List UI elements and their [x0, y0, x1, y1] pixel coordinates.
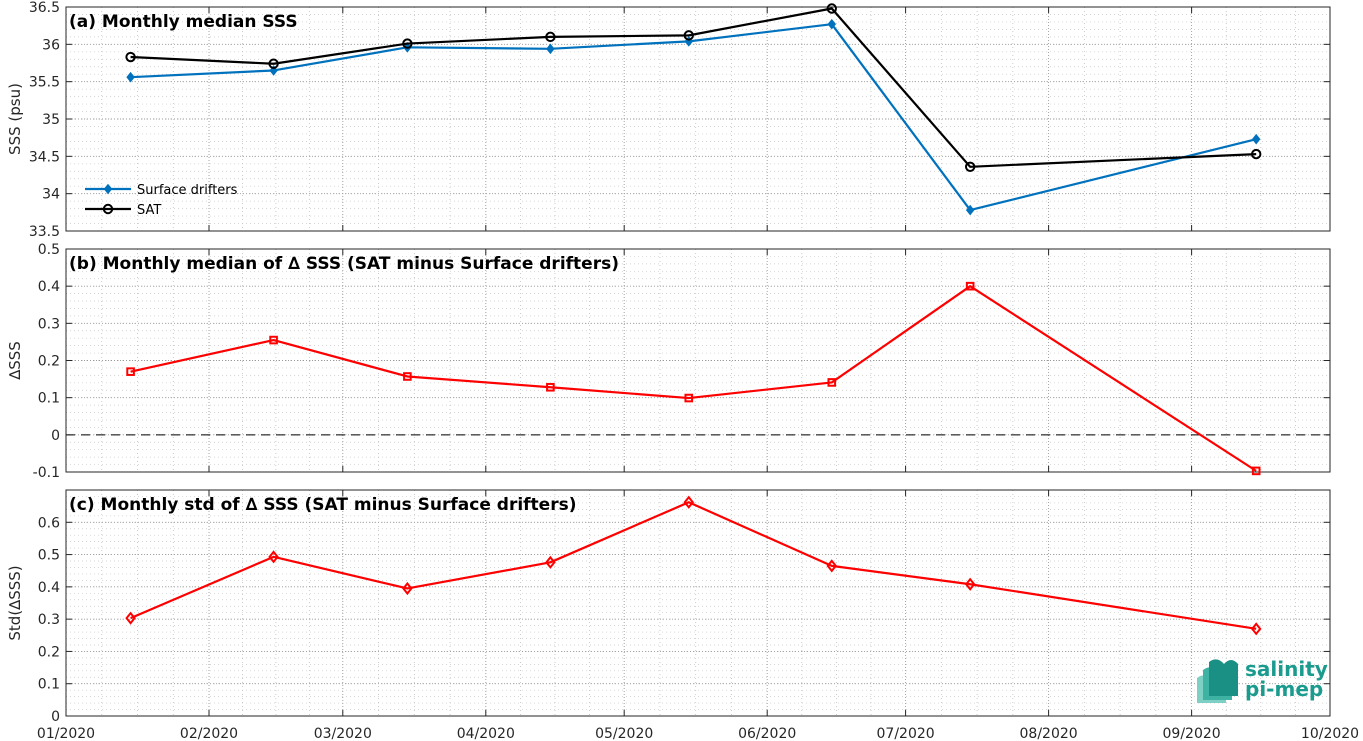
logo-text-salinity: salinity	[1245, 657, 1328, 681]
y-tick-label: 34.5	[29, 149, 60, 165]
x-tick-label: 10/2020	[1301, 726, 1359, 741]
data-point	[964, 161, 976, 172]
salinity-pimep-logo: salinity pi-mep	[1197, 657, 1328, 703]
data-point	[964, 577, 976, 591]
panel-3: 0 0.1 0.2 0.3 0.4 0.5 0.6 Std(∆SSS) (c) Monthly …	[6, 489, 1331, 725]
data-point	[126, 71, 135, 83]
y-tick-label: 0.4	[38, 279, 60, 295]
y-tick-label: 36.5	[29, 0, 60, 16]
data-point	[126, 367, 135, 376]
x-tick-label: 05/2020	[595, 726, 653, 741]
y-tick-label: 0.4	[38, 580, 60, 596]
y-tick-label: 33.5	[29, 224, 60, 240]
y-tick-label: 0.5	[38, 242, 60, 258]
series-line	[130, 7, 1257, 168]
x-tick-label: 08/2020	[1020, 726, 1078, 741]
x-tick-label: 02/2020	[180, 726, 238, 741]
y-tick-label: 36	[42, 37, 60, 53]
data-point	[827, 18, 837, 30]
y-tick-label: 35	[42, 112, 60, 128]
data-point	[826, 559, 838, 573]
x-tick-label: 07/2020	[877, 726, 935, 741]
x-tick-label: 03/2020	[314, 726, 372, 741]
data-point	[403, 372, 412, 381]
legend: Surface drifters SAT	[85, 183, 238, 218]
data-point	[683, 495, 695, 509]
data-point	[268, 58, 279, 69]
data-point	[1250, 622, 1262, 636]
data-point	[269, 335, 278, 345]
data-point	[683, 30, 694, 41]
data-point	[402, 581, 413, 596]
series-line-3	[125, 495, 1262, 636]
y-tick-label: 0.1	[38, 677, 60, 693]
panel-2: -0.1 0 0.1 0.2 0.3 0.4 0.5 ∆SSS (b) Monthly medi…	[6, 242, 1331, 481]
y-tick-label: 0.3	[38, 316, 60, 332]
data-point	[1251, 466, 1261, 476]
y-axis-label: SSS (psu)	[6, 83, 24, 155]
data-point	[546, 382, 555, 392]
series-sat	[125, 3, 1262, 172]
panels: 33.5 34 34.5 35 35.5 36 36.5 SSS (psu) (a) Month…	[6, 0, 1331, 725]
x-tick-label: 09/2020	[1163, 726, 1221, 741]
data-point	[1250, 148, 1262, 160]
series-line	[130, 23, 1257, 212]
data-point	[546, 43, 555, 55]
data-point	[545, 31, 556, 43]
data-point	[827, 378, 837, 387]
panel-title: (b) Monthly median of ∆ SSS (SAT minus S…	[69, 254, 619, 274]
y-tick-label: 0.2	[38, 644, 60, 660]
panel-1: 33.5 34 34.5 35 35.5 36 36.5 SSS (psu) (a) Month…	[6, 0, 1331, 240]
y-tick-label: 34	[42, 187, 60, 203]
y-axis-label: ∆SSS	[6, 341, 24, 381]
panel-title: (c) Monthly std of ∆ SSS (SAT minus Surf…	[69, 495, 576, 515]
logo-text-pimep: pi-mep	[1245, 677, 1323, 701]
x-tick-label: 04/2020	[457, 726, 515, 741]
y-tick-label: 0.5	[38, 548, 60, 564]
data-point	[826, 3, 837, 14]
data-point	[402, 38, 413, 49]
y-tick-label: 0.3	[38, 612, 60, 628]
y-tick-label: 0.2	[38, 354, 60, 370]
data-point	[268, 550, 279, 564]
axes-box	[65, 489, 1331, 717]
x-axis-date-ticks: 01/2020 02/2020 03/2020 04/2020 05/2020 06/20…	[37, 726, 1359, 741]
data-point	[965, 204, 975, 216]
y-tick-label: 35.5	[29, 75, 60, 91]
legend-entry: SAT	[137, 203, 161, 218]
y-axis-label: Std(∆SSS)	[6, 565, 24, 640]
data-point	[684, 393, 694, 403]
panel-title: (a) Monthly median SSS	[69, 12, 298, 32]
legend-entry: Surface drifters	[137, 183, 238, 198]
series-line-2	[126, 281, 1261, 476]
y-tick-label: -0.1	[33, 465, 60, 481]
series-line	[130, 501, 1257, 630]
y-tick-label: 0.6	[38, 515, 60, 531]
data-point	[545, 555, 556, 569]
data-point	[125, 51, 136, 63]
plot-area	[66, 490, 1330, 716]
data-point	[1251, 133, 1261, 145]
data-point	[125, 611, 136, 625]
data-point	[965, 281, 975, 291]
logo-wave-icon	[1197, 659, 1238, 703]
x-tick-label: 06/2020	[738, 726, 796, 741]
y-tick-label: 0.1	[38, 391, 60, 407]
series-line	[130, 285, 1257, 472]
y-tick-label: 0	[51, 428, 60, 444]
y-tick-label: 0	[51, 709, 60, 725]
x-tick-label: 01/2020	[37, 726, 95, 741]
